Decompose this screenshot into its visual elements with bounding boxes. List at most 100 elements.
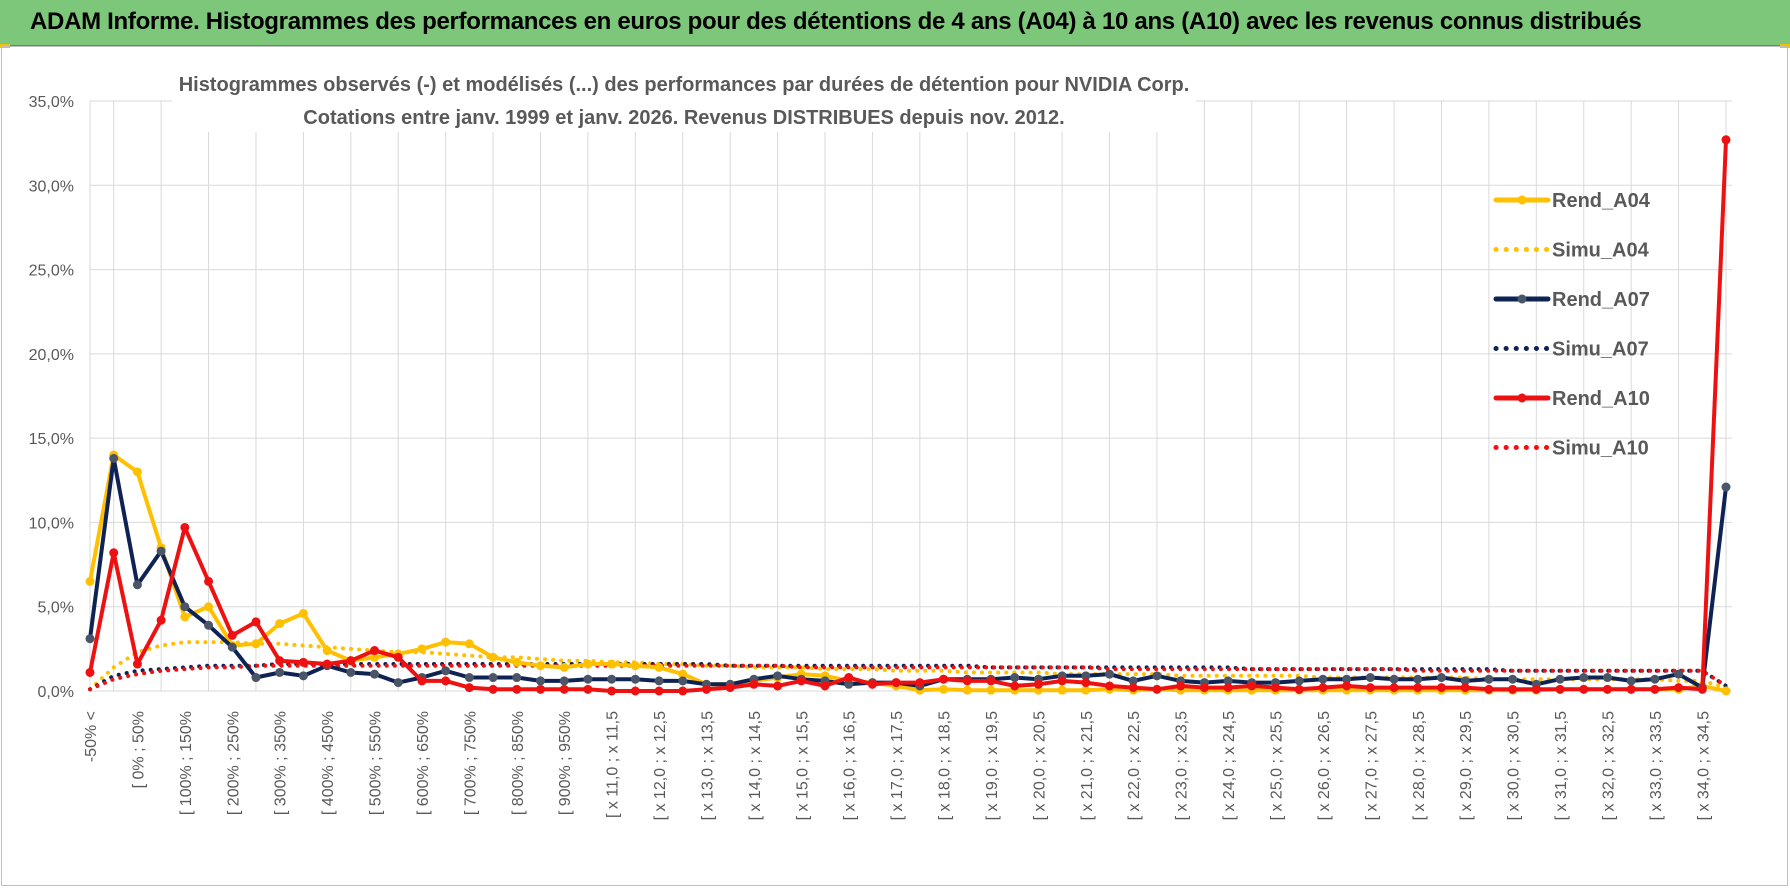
x-tick-label: [ x 20,0 ; x 20,5 bbox=[1031, 711, 1048, 821]
data-point bbox=[1128, 683, 1138, 693]
data-point bbox=[1105, 669, 1115, 679]
data-point bbox=[1555, 674, 1565, 684]
data-point bbox=[85, 634, 95, 644]
series-simu_a10 bbox=[88, 663, 1728, 692]
data-point bbox=[1626, 676, 1636, 686]
x-tick-label: [ x 15,0 ; x 15,5 bbox=[794, 711, 811, 821]
data-point bbox=[298, 671, 308, 681]
data-point bbox=[583, 674, 593, 684]
data-point bbox=[464, 683, 474, 693]
legend-item-rend_a10: Rend_A10 bbox=[1493, 388, 1650, 410]
data-point bbox=[1650, 674, 1660, 684]
legend-label: Simu_A07 bbox=[1552, 339, 1649, 361]
data-point bbox=[1674, 669, 1684, 679]
data-point bbox=[488, 684, 498, 694]
data-point bbox=[1650, 684, 1660, 694]
data-point bbox=[1721, 686, 1731, 696]
chart-subtitle: Cotations entre janv. 1999 et janv. 2026… bbox=[303, 107, 1064, 129]
data-point bbox=[535, 661, 545, 671]
data-point bbox=[488, 673, 498, 683]
data-point bbox=[1365, 673, 1375, 683]
series-line-rend_a10 bbox=[88, 137, 1728, 693]
series-line-simu_a10 bbox=[88, 663, 1728, 692]
data-point bbox=[725, 683, 735, 693]
data-point bbox=[512, 673, 522, 683]
data-point bbox=[1152, 684, 1162, 694]
data-point bbox=[180, 602, 190, 612]
data-point bbox=[559, 684, 569, 694]
data-point bbox=[132, 659, 142, 669]
x-axis: -50% < [ 0% ; 50% [ 100% ; 150% [ 200% ; 25… bbox=[83, 711, 1712, 821]
y-tick-label: 25,0% bbox=[29, 263, 74, 280]
data-point bbox=[275, 619, 285, 629]
data-point bbox=[654, 676, 664, 686]
data-point bbox=[156, 615, 166, 625]
x-tick-label: [ 900% ; 950% bbox=[557, 711, 574, 815]
data-point bbox=[1579, 684, 1589, 694]
data-point bbox=[773, 671, 783, 681]
data-point bbox=[464, 673, 474, 683]
grid bbox=[89, 100, 1732, 692]
data-point bbox=[1105, 681, 1115, 691]
y-tick-label: 10,0% bbox=[29, 515, 74, 532]
data-point bbox=[1081, 685, 1091, 695]
y-tick-label: 0,0% bbox=[38, 684, 74, 701]
x-tick-label: [ 700% ; 750% bbox=[462, 711, 479, 815]
x-tick-label: [ x 21,0 ; x 21,5 bbox=[1079, 711, 1096, 821]
legend-item-rend_a04: Rend_A04 bbox=[1493, 190, 1651, 212]
data-point bbox=[298, 608, 308, 618]
data-point bbox=[227, 642, 237, 652]
chart-title-background bbox=[172, 66, 1196, 132]
legend-item-rend_a07: Rend_A07 bbox=[1493, 289, 1650, 311]
data-point bbox=[346, 656, 356, 666]
data-point bbox=[986, 685, 996, 695]
data-point bbox=[1602, 684, 1612, 694]
series-line-rend_a04 bbox=[88, 453, 1728, 693]
data-point bbox=[1318, 674, 1328, 684]
series-rend_a07 bbox=[85, 453, 1731, 693]
x-tick-label: [ x 27,0 ; x 27,5 bbox=[1363, 711, 1380, 821]
data-point bbox=[1365, 683, 1375, 693]
data-point bbox=[844, 673, 854, 683]
data-point bbox=[180, 522, 190, 532]
data-point bbox=[1247, 681, 1257, 691]
data-point bbox=[607, 674, 617, 684]
legend-item-simu_a04: Simu_A04 bbox=[1493, 240, 1650, 262]
data-point bbox=[393, 652, 403, 662]
legend-label: Simu_A10 bbox=[1552, 438, 1649, 460]
y-tick-label: 30,0% bbox=[29, 178, 74, 195]
data-point bbox=[251, 673, 261, 683]
x-tick-label: [ x 33,0 ; x 33,5 bbox=[1648, 711, 1665, 821]
x-tick-label: [ x 18,0 ; x 18,5 bbox=[937, 711, 954, 821]
data-point bbox=[1531, 684, 1541, 694]
x-tick-label: [ x 19,0 ; x 19,5 bbox=[984, 711, 1001, 821]
legend: Rend_A04 Simu_A04 Rend_A07 Simu_A07 Rend_A10… bbox=[1493, 190, 1651, 460]
data-point bbox=[1436, 683, 1446, 693]
x-tick-label: [ x 30,0 ; x 30,5 bbox=[1506, 711, 1523, 821]
data-point bbox=[535, 684, 545, 694]
data-point bbox=[512, 684, 522, 694]
data-point bbox=[512, 657, 522, 667]
data-point bbox=[867, 679, 877, 689]
x-tick-label: [ x 16,0 ; x 16,5 bbox=[842, 711, 859, 821]
legend-label: Rend_A04 bbox=[1552, 190, 1651, 212]
x-tick-label: [ x 23,0 ; x 23,5 bbox=[1174, 711, 1191, 821]
data-point bbox=[1626, 684, 1636, 694]
data-point bbox=[796, 676, 806, 686]
data-point bbox=[204, 602, 214, 612]
data-point bbox=[1389, 683, 1399, 693]
data-point bbox=[1199, 683, 1209, 693]
data-point bbox=[1033, 679, 1043, 689]
data-point bbox=[559, 676, 569, 686]
data-point bbox=[1010, 681, 1020, 691]
series-rend_a04 bbox=[85, 450, 1731, 696]
data-point bbox=[939, 674, 949, 684]
x-tick-label: [ x 13,0 ; x 13,5 bbox=[699, 711, 716, 821]
x-tick-label: [ 400% ; 450% bbox=[320, 711, 337, 815]
legend-marker bbox=[1517, 294, 1527, 304]
data-point bbox=[1342, 681, 1352, 691]
y-tick-label: 20,0% bbox=[29, 347, 74, 364]
data-point bbox=[1057, 676, 1067, 686]
data-point bbox=[251, 639, 261, 649]
